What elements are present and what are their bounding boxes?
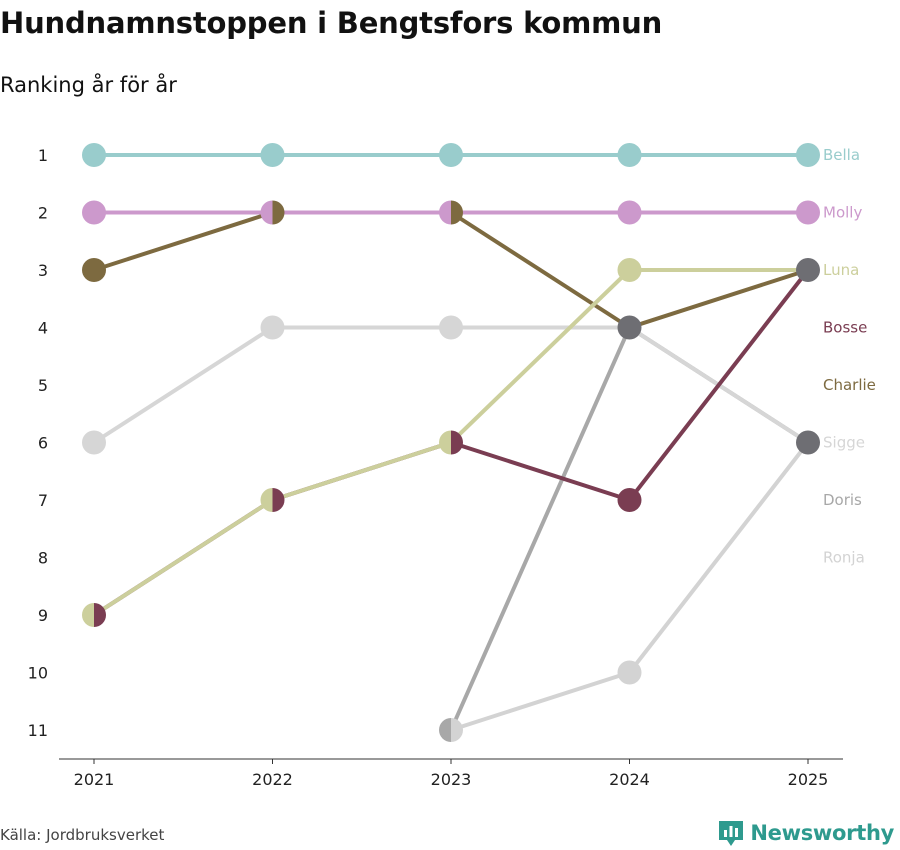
point-bosse-luna-2022-left (260, 488, 273, 512)
chart-subtitle: Ranking år för år (0, 73, 177, 97)
point-sigge-2021 (82, 430, 106, 455)
y-tick-label: 7 (38, 491, 48, 510)
end-label-bella: Bella (823, 146, 860, 164)
point-bella-2024 (617, 143, 642, 167)
point-charlie-molly-2022-left (260, 200, 273, 225)
point-charlie-molly-2023-left (439, 200, 451, 225)
end-label-sigge: Sigge (823, 434, 865, 452)
point-bosse-luna-2023-left (439, 430, 451, 455)
y-tick-label: 4 (38, 319, 48, 338)
point-ronja-2024 (617, 660, 642, 685)
end-label-luna: Luna (823, 261, 859, 279)
y-tick-label: 8 (38, 549, 48, 568)
brand-name: Newsworthy (750, 821, 894, 845)
x-tick-label: 2022 (252, 770, 293, 789)
end-label-charlie: Charlie (823, 376, 876, 394)
point-ronja-doris-2023-left (439, 718, 451, 742)
point-charlie-molly-2023-right (451, 200, 464, 225)
end-label-doris: Doris (823, 491, 862, 509)
point-luna-2024 (617, 258, 642, 282)
series-line-sigge (92, 325, 810, 445)
point-bosse-luna-2021-left (82, 603, 94, 627)
y-tick-label: 3 (38, 261, 48, 280)
x-tick-label: 2025 (788, 770, 829, 789)
point-bella-2021 (82, 143, 106, 167)
point-ronja-doris-2023-right (451, 718, 463, 742)
point-bosse-luna-2022-right (272, 488, 285, 512)
point-bosse-luna-2021-right (94, 603, 106, 627)
end-label-molly: Molly (823, 204, 862, 222)
x-tick-label: 2021 (74, 770, 115, 789)
point-sigge-2023 (439, 315, 463, 340)
point-ronja-doris-sigge-2025 (796, 430, 820, 455)
source-note: Källa: Jordbruksverket (0, 826, 165, 844)
x-tick-label: 2024 (609, 770, 650, 789)
series-line-ronja (449, 440, 810, 732)
point-bella-2023 (439, 143, 463, 167)
y-tick-label: 11 (28, 721, 48, 740)
newsworthy-logo-icon (719, 821, 744, 846)
y-tick-label: 10 (28, 664, 48, 683)
point-molly-2024 (617, 200, 642, 225)
point-charlie-2021 (82, 258, 106, 282)
y-tick-label: 5 (38, 376, 48, 395)
end-label-ronja: Ronja (823, 549, 865, 567)
y-tick-label: 2 (38, 204, 48, 223)
end-label-bosse: Bosse (823, 319, 867, 337)
point-charlie-bosse-luna-2025 (796, 258, 820, 282)
y-tick-label: 1 (38, 146, 48, 165)
point-sigge-2022 (260, 315, 285, 340)
point-bosse-luna-2023-right (451, 430, 464, 455)
brand[interactable]: Newsworthy (718, 818, 894, 848)
point-molly-2025 (796, 200, 820, 225)
chart-title: Hundnamnstoppen i Bengtsfors kommun (0, 6, 663, 40)
y-tick-label: 9 (38, 606, 48, 625)
point-bella-2025 (796, 143, 820, 167)
point-molly-2021 (82, 200, 106, 225)
point-bosse-2024 (617, 488, 642, 512)
point-charlie-molly-2022-right (272, 200, 285, 225)
x-tick-label: 2023 (431, 770, 472, 789)
y-tick-label: 6 (38, 434, 48, 453)
point-doris-sigge-charlie-2024 (617, 315, 642, 340)
point-bella-2022 (260, 143, 285, 167)
